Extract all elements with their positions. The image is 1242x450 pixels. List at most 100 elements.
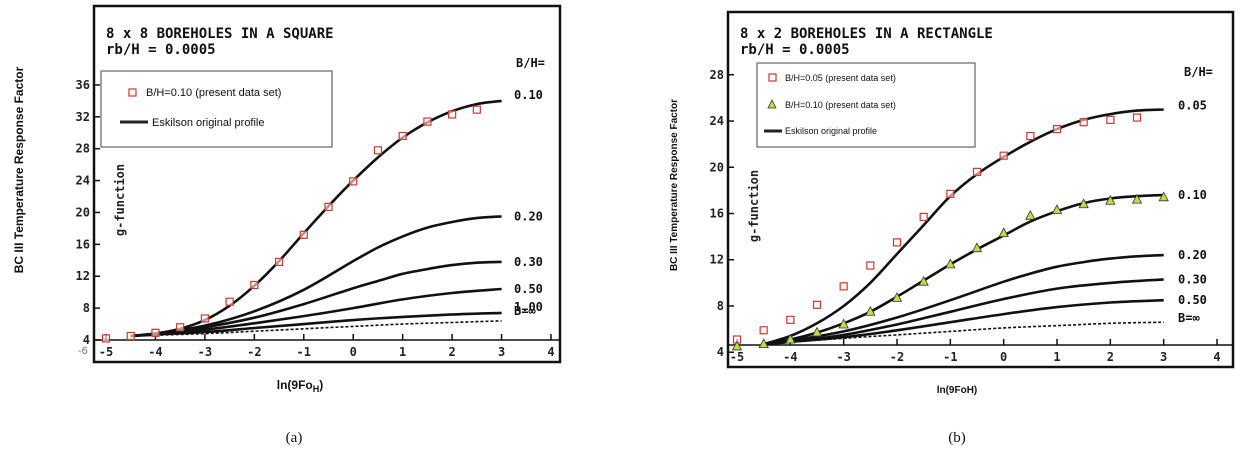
curve-label: 0.50	[514, 282, 543, 296]
data-point-square	[1106, 115, 1115, 124]
legend-marker-square	[768, 73, 777, 82]
data-point-triangle	[838, 318, 849, 329]
x-tick-label: -1	[297, 345, 311, 359]
x-tick-label: 0	[1000, 350, 1007, 364]
data-point-square	[225, 297, 234, 306]
data-point-square	[250, 280, 259, 290]
y-ticks: 4 8 12 16 20 24 28 32 36	[76, 78, 100, 347]
data-point-square	[786, 315, 795, 324]
legend-entry-1: B/H=0.10 (present data set)	[785, 100, 896, 110]
curve-0.30	[130, 260, 502, 338]
x-axis-label: ln(9FoH)	[277, 378, 324, 394]
bh-header: B/H=	[516, 56, 545, 70]
data-point-square	[1026, 131, 1035, 141]
data-point-triangle	[811, 326, 823, 337]
curve-label: 0.05	[1178, 98, 1207, 112]
data-point-triangle	[731, 340, 743, 351]
data-point-square	[423, 117, 432, 126]
y-tick-label: 8	[83, 301, 90, 315]
data-point-triangle	[945, 258, 956, 269]
data-point-square	[472, 105, 481, 114]
x-tick-label: 2	[1107, 350, 1114, 364]
curve-label: 0.10	[514, 88, 543, 102]
x-tick-label: -3	[198, 345, 212, 359]
panel-a: 8 x 8 BOREHOLES IN A SQUARE rb/H = 0.000…	[12, 4, 562, 446]
legend-box	[100, 70, 333, 148]
data-point-triangle	[1051, 204, 1063, 214]
extra-tick-label: -6	[78, 345, 88, 357]
curve-label: B=∞	[514, 304, 536, 318]
data-point-square	[373, 146, 383, 155]
x-tick-label: 4	[1213, 350, 1220, 364]
x-tick-label: -4	[783, 350, 797, 364]
data-point-triangle	[1025, 209, 1036, 220]
data-point-triangle	[1078, 198, 1089, 209]
x-tick-label: 4	[547, 345, 554, 359]
data-point-triangle	[891, 292, 903, 302]
x-tick-label: -4	[148, 345, 162, 359]
x-tick-label: -1	[943, 350, 957, 364]
chart-subtitle: rb/H = 0.0005	[106, 42, 216, 58]
y-tick-label: 28	[710, 68, 724, 82]
x-ticks: -5 -4 -3 -2 -1 0 1 2 3 4	[99, 334, 555, 359]
y-tick-label: 12	[76, 269, 90, 283]
curve-0.20	[130, 215, 502, 338]
curve-B=∞	[130, 320, 502, 337]
curve-label: 0.20	[514, 209, 543, 223]
curve-0.20	[763, 253, 1164, 346]
y-tick-label: 32	[76, 110, 90, 124]
x-tick-label: -5	[730, 350, 744, 364]
y-tick-label: 20	[710, 160, 724, 174]
y-axis-label: BC III Temperature Response Factor	[12, 66, 26, 273]
curve-label: B=∞	[1178, 311, 1200, 325]
data-point-square	[999, 151, 1008, 160]
chart-title: 8 x 2 BOREHOLES IN A RECTANGLE	[740, 26, 993, 42]
legend-entry-0: B/H=0.10 (present data set)	[146, 87, 281, 99]
x-tick-label: 0	[350, 345, 357, 359]
data-point-square	[274, 257, 284, 266]
legend-entry-0: B/H=0.05 (present data set)	[785, 73, 896, 83]
bh-header: B/H=	[1184, 65, 1213, 79]
y-axis-inner-label: g-function	[747, 170, 761, 242]
legend-box	[756, 62, 976, 148]
curve-0.10	[130, 99, 502, 338]
x-tick-label: 3	[1160, 350, 1167, 364]
y-tick-label: 4	[717, 345, 724, 359]
legend: B/H=0.10 (present data set) Eskilson ori…	[100, 70, 333, 148]
y-tick-label: 24	[76, 174, 90, 188]
data-point-square	[972, 167, 982, 176]
data-point-square	[151, 328, 160, 337]
data-point-square	[946, 189, 955, 198]
data-point-square	[812, 300, 822, 309]
curve-label: 0.30	[514, 255, 543, 269]
data-point-triangle	[998, 227, 1009, 238]
data-point-triangle	[785, 333, 796, 344]
x-tick-label: 1	[1053, 350, 1060, 364]
x-tick-label: -2	[247, 345, 261, 359]
curve-0.10	[763, 193, 1164, 346]
data-point-triangle	[1131, 193, 1143, 204]
x-ticks: -5 -4 -3 -2 -1 0 1 2 3 4	[730, 339, 1221, 364]
x-tick-label: -3	[836, 350, 850, 364]
y-tick-label: 20	[76, 205, 90, 219]
y-tick-label: 24	[710, 114, 724, 128]
y-tick-label: 28	[76, 142, 90, 156]
data-point-triangle	[758, 338, 769, 349]
y-tick-label: 8	[717, 299, 724, 313]
panel-caption: (b)	[948, 430, 966, 446]
curve-1.00	[130, 311, 502, 338]
data-point-triangle	[918, 275, 929, 286]
data-point-square	[324, 202, 333, 211]
plot-frame	[92, 4, 562, 364]
data-point-triangle	[1158, 191, 1169, 202]
data-point-square	[1052, 125, 1062, 134]
legend-marker-square	[128, 88, 137, 97]
data-point-square	[176, 323, 185, 332]
data-point-square	[126, 331, 135, 341]
data-point-square	[299, 230, 308, 239]
data-point-square	[349, 177, 358, 186]
legend-marker-triangle	[767, 99, 777, 109]
curve-label: 0.30	[1178, 272, 1207, 286]
curve-B=∞	[763, 321, 1164, 345]
x-axis-label-sub: H	[313, 384, 320, 394]
